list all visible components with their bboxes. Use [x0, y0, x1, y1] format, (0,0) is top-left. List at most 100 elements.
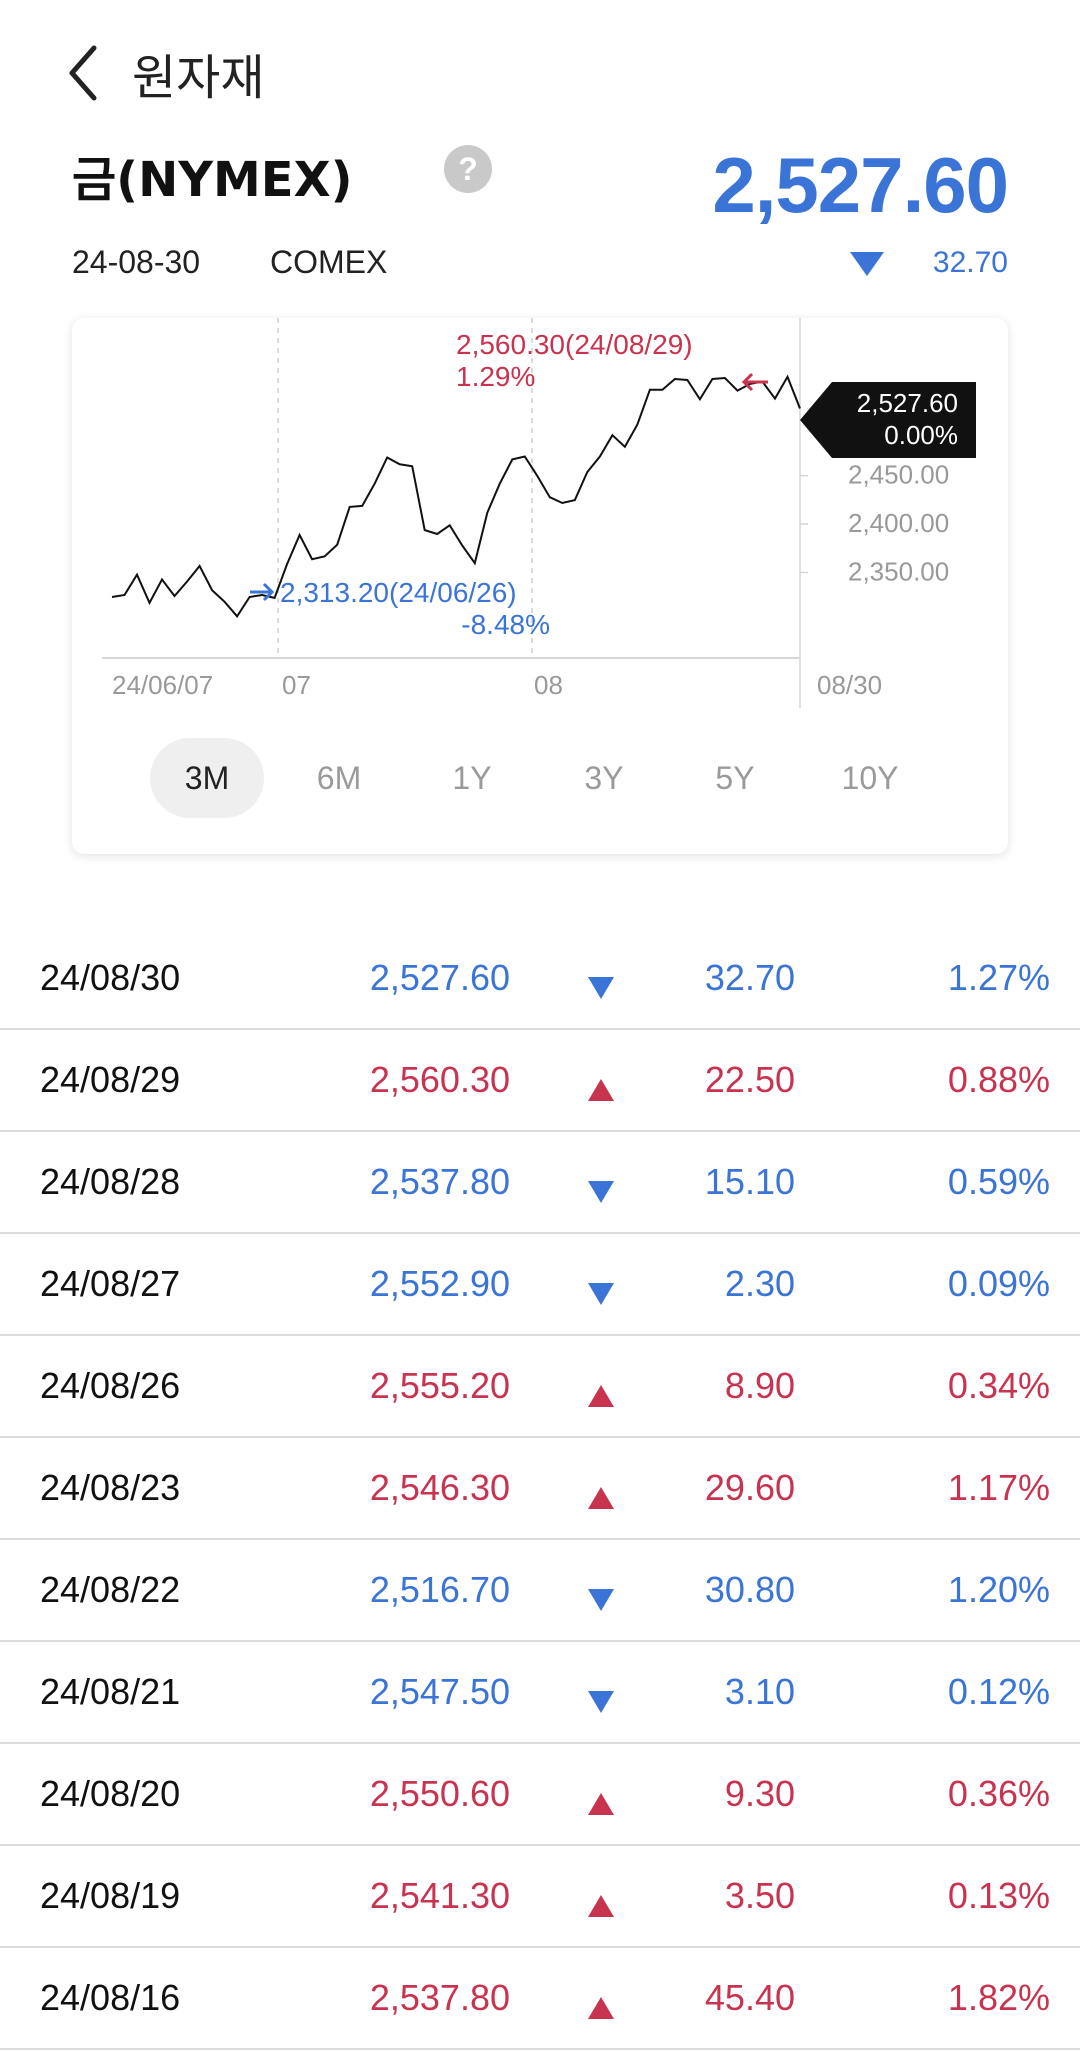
history-close: 2,552.90: [369, 1263, 510, 1304]
history-pct: 1.82%: [947, 1977, 1050, 2018]
history-row[interactable]: 24/08/26 2,555.20 8.90 0.34%: [0, 1336, 1080, 1438]
up-triangle-icon: [588, 1374, 614, 1407]
period-selector: 3M 6M 1Y 3Y 5Y 10Y: [72, 738, 1008, 818]
history-change: 2.30: [724, 1263, 795, 1304]
history-row[interactable]: 24/08/27 2,552.90 2.30 0.09%: [0, 1234, 1080, 1336]
up-triangle-icon: [588, 1986, 614, 2019]
history-change: 22.50: [704, 1059, 795, 1100]
history-date: 24/08/22: [40, 1569, 181, 1610]
history-row[interactable]: 24/08/20 2,550.60 9.30 0.36%: [0, 1744, 1080, 1846]
period-tab-1y[interactable]: 1Y: [452, 760, 492, 796]
history-close: 2,527.60: [369, 957, 510, 998]
up-triangle-icon: [588, 1782, 614, 1815]
up-triangle-icon: [588, 1068, 614, 1101]
history-row[interactable]: 24/08/19 2,541.30 3.50 0.13%: [0, 1846, 1080, 1948]
current-price: 2,527.60: [712, 141, 1009, 229]
history-date: 24/08/26: [40, 1365, 181, 1406]
history-date: 24/08/16: [40, 1977, 181, 2018]
instrument-name: 금(NYMEX): [72, 152, 353, 208]
down-triangle-icon: [588, 1170, 614, 1203]
top-bar: 원자재: [0, 0, 1080, 140]
down-triangle-icon: [850, 252, 884, 276]
history-pct: 1.17%: [947, 1467, 1050, 1508]
max-pointer-arrow-icon: [741, 372, 768, 392]
history-pct: 0.09%: [947, 1263, 1050, 1304]
current-price-tag-value: 2,527.60: [857, 388, 958, 418]
history-date: 24/08/23: [40, 1467, 181, 1508]
history-row[interactable]: 24/08/22 2,516.70 30.80 1.20%: [0, 1540, 1080, 1642]
max-pct-label: 1.29%: [456, 361, 535, 392]
quote-date: 24-08-30: [72, 244, 201, 280]
current-price-tag: [800, 382, 976, 458]
period-tab-6m[interactable]: 6M: [316, 760, 362, 796]
down-triangle-icon: [588, 966, 614, 999]
up-triangle-icon: [588, 1884, 614, 1917]
price-series-line: [111, 374, 801, 618]
history-pct: 0.13%: [947, 1875, 1050, 1916]
history-change: 30.80: [704, 1569, 795, 1610]
min-pointer-arrow-icon: [250, 582, 275, 602]
y-tick-label: 2,350.00: [848, 557, 949, 587]
history-row[interactable]: 24/08/28 2,537.80 15.10 0.59%: [0, 1132, 1080, 1234]
x-tick-label: 08/30: [817, 670, 882, 700]
min-price-label: 2,313.20(24/06/26): [280, 577, 517, 608]
history-date: 24/08/21: [40, 1671, 181, 1712]
history-change: 9.30: [724, 1773, 795, 1814]
min-pct-label: -8.48%: [461, 609, 550, 640]
down-triangle-icon: [588, 1578, 614, 1611]
history-close: 2,537.80: [369, 1977, 510, 2018]
period-tab-5y[interactable]: 5Y: [715, 760, 755, 796]
history-close: 2,560.30: [369, 1059, 510, 1100]
y-tick-label: 2,450.00: [848, 460, 949, 490]
history-pct: 0.59%: [947, 1161, 1050, 1202]
period-tab-3y[interactable]: 3Y: [584, 760, 624, 796]
history-row[interactable]: 24/08/30 2,527.60 32.70 1.27%: [0, 928, 1080, 1030]
history-close: 2,541.30: [369, 1875, 510, 1916]
history-row[interactable]: 24/08/16 2,537.80 45.40 1.82%: [0, 1948, 1080, 2050]
price-chart[interactable]: 24/06/07 07 08 08/30 2,450.00 2,400.00 2,350.0…: [72, 318, 1008, 738]
history-change: 3.10: [724, 1671, 795, 1712]
history-change: 29.60: [704, 1467, 795, 1508]
price-history-table: 24/08/30 2,527.60 32.70 1.27% 24/08/29 2,560.…: [0, 928, 1080, 2050]
chart-card: 24/06/07 07 08 08/30 2,450.00 2,400.00 2,350.0…: [72, 318, 1008, 854]
history-pct: 0.12%: [947, 1671, 1050, 1712]
y-tick-label: 2,400.00: [848, 508, 949, 538]
history-date: 24/08/27: [40, 1263, 181, 1304]
history-close: 2,516.70: [369, 1569, 510, 1610]
history-pct: 1.20%: [947, 1569, 1050, 1610]
period-tab-3m[interactable]: 3M: [150, 738, 264, 818]
history-close: 2,546.30: [369, 1467, 510, 1508]
history-date: 24/08/28: [40, 1161, 181, 1202]
price-change: 32.70: [932, 246, 1008, 279]
x-tick-label: 07: [282, 670, 311, 700]
history-close: 2,547.50: [369, 1671, 510, 1712]
history-row[interactable]: 24/08/23 2,546.30 29.60 1.17%: [0, 1438, 1080, 1540]
down-triangle-icon: [588, 1272, 614, 1305]
history-row[interactable]: 24/08/29 2,560.30 22.50 0.88%: [0, 1030, 1080, 1132]
history-date: 24/08/30: [40, 957, 181, 998]
history-pct: 0.88%: [947, 1059, 1050, 1100]
history-close: 2,537.80: [369, 1161, 510, 1202]
page-title: 원자재: [132, 50, 265, 106]
history-date: 24/08/29: [40, 1059, 181, 1100]
history-pct: 0.36%: [947, 1773, 1050, 1814]
history-change: 15.10: [704, 1161, 795, 1202]
history-change: 8.90: [724, 1365, 795, 1406]
x-tick-label: 08: [534, 670, 563, 700]
back-arrow-icon[interactable]: [62, 42, 112, 104]
history-pct: 1.27%: [947, 957, 1050, 998]
exchange-label: COMEX: [270, 244, 388, 280]
help-icon[interactable]: ?: [444, 145, 492, 193]
history-close: 2,555.20: [369, 1365, 510, 1406]
current-price-tag-pct: 0.00%: [884, 420, 958, 450]
down-triangle-icon: [588, 1680, 614, 1713]
history-close: 2,550.60: [369, 1773, 510, 1814]
x-tick-label: 24/06/07: [112, 670, 213, 700]
history-row[interactable]: 24/08/21 2,547.50 3.10 0.12%: [0, 1642, 1080, 1744]
history-change: 32.70: [704, 957, 795, 998]
history-change: 3.50: [724, 1875, 795, 1916]
period-tab-10y[interactable]: 10Y: [841, 760, 899, 796]
max-price-label: 2,560.30(24/08/29): [456, 329, 693, 360]
history-change: 45.40: [704, 1977, 795, 2018]
history-pct: 0.34%: [947, 1365, 1050, 1406]
